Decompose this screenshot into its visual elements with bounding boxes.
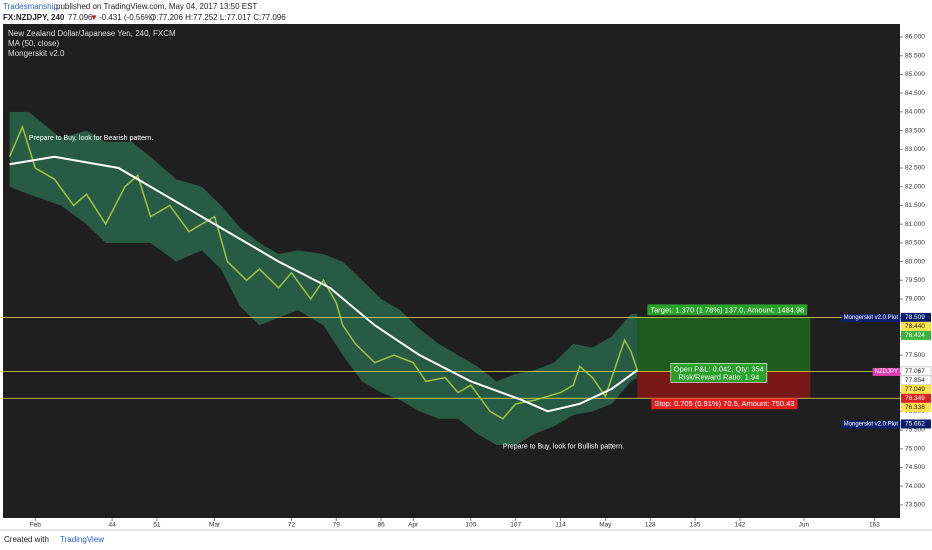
legend-entry: MA (50, close) bbox=[8, 39, 59, 48]
y-tick-label: 75.500 bbox=[905, 427, 925, 434]
y-tick-label: 81.500 bbox=[905, 202, 925, 209]
axis-label: 77.067 bbox=[905, 368, 925, 375]
tag-box bbox=[841, 313, 901, 322]
y-tick-label: 80.500 bbox=[905, 240, 925, 247]
legend-entry: Mongerskit v2.0 bbox=[8, 49, 65, 58]
axis-label-box bbox=[901, 312, 931, 322]
x-tick-label: 44 bbox=[108, 522, 116, 529]
axis-label-box bbox=[901, 384, 931, 394]
y-tick-label: 75.000 bbox=[905, 445, 925, 452]
axis-label-box bbox=[901, 321, 931, 331]
y-tick-label: 86.000 bbox=[905, 34, 925, 41]
y-tick-label: 82.000 bbox=[905, 183, 925, 190]
axis-label: 78.509 bbox=[905, 314, 925, 321]
y-tick-label: 83.500 bbox=[905, 127, 925, 134]
axis-label: 77.854 bbox=[905, 377, 925, 384]
stop-label-box bbox=[651, 398, 798, 410]
brand[interactable]: TradingView bbox=[60, 535, 104, 544]
x-tick-label: 86 bbox=[378, 522, 386, 529]
x-tick-label: 114 bbox=[555, 522, 566, 529]
target-label: Target: 1.370 (1.78%) 137.0, Amount: 148… bbox=[650, 305, 804, 314]
x-tick-label: Feb bbox=[30, 522, 42, 529]
y-tick-label: 83.000 bbox=[905, 146, 925, 153]
rr-label: Risk/Reward Ratio: 1.94 bbox=[678, 372, 759, 381]
axis-label-box bbox=[901, 393, 931, 403]
y-tick-label: 81.000 bbox=[905, 221, 925, 228]
tag-box bbox=[841, 420, 901, 429]
pnl-box bbox=[670, 363, 768, 383]
x-tick-label: 142 bbox=[734, 522, 745, 529]
change: -0.431 (-0.56%) bbox=[99, 13, 155, 22]
arrow: ▼ bbox=[90, 13, 98, 22]
x-tick-label: May bbox=[599, 522, 612, 529]
target-zone bbox=[637, 317, 811, 372]
x-tick-label: 135 bbox=[690, 522, 701, 529]
x-tick-label: Apr bbox=[408, 522, 419, 529]
axis-label: 78.440 bbox=[905, 323, 925, 330]
y-tick-label: 82.500 bbox=[905, 165, 925, 172]
pnl-label: Open P&L: 0.042, Qty: 354 bbox=[674, 364, 764, 373]
y-tick-label: 85.500 bbox=[905, 52, 925, 59]
ohlc: O:77.206 H:77.252 L:77.017 C:77.096 bbox=[150, 13, 286, 22]
y-tick-label: 74.500 bbox=[905, 464, 925, 471]
legend-entry: New Zealand Dollar/Japanese Yen, 240, FX… bbox=[8, 29, 176, 38]
axis-label: 76.338 bbox=[905, 404, 925, 411]
tag: NZDJPY bbox=[875, 369, 898, 375]
axis-label-box bbox=[901, 330, 931, 340]
last: 77.096 bbox=[68, 13, 93, 22]
y-tick-label: 74.000 bbox=[905, 483, 925, 490]
y-tick-label: 84.000 bbox=[905, 109, 925, 116]
annotation: Prepare to Buy, look for Bullish pattern… bbox=[503, 444, 624, 451]
tag-box bbox=[872, 367, 900, 376]
axis-label: 75.662 bbox=[905, 421, 925, 428]
author[interactable]: Tradesmanship bbox=[3, 2, 58, 11]
x-tick-label: 107 bbox=[510, 522, 521, 529]
y-tick-label: 73.500 bbox=[905, 502, 925, 509]
y-tick-label: 77.500 bbox=[905, 352, 925, 359]
y-tick-label: 79.000 bbox=[905, 296, 925, 303]
tag: Mongerskit v2.0:Plot bbox=[844, 422, 899, 428]
axis-label: 78.424 bbox=[905, 332, 925, 339]
x-tick-label: 79 bbox=[333, 522, 341, 529]
y-tick-label: 79.500 bbox=[905, 277, 925, 284]
x-tick-label: 128 bbox=[645, 522, 656, 529]
x-tick-label: 51 bbox=[153, 522, 161, 529]
stop-label: Stop: 0.705 (0.91%) 70.5, Amount: 750.43 bbox=[654, 399, 794, 408]
axis-label-box bbox=[901, 402, 931, 412]
x-tick-label: 72 bbox=[288, 522, 296, 529]
x-tick-label: 100 bbox=[465, 522, 476, 529]
x-tick-label: 163 bbox=[869, 522, 880, 529]
axis-label: 77.049 bbox=[905, 386, 925, 393]
y-tick-label: 84.500 bbox=[905, 90, 925, 97]
chart: New Zealand Dollar/Japanese Yen, 240, FX… bbox=[0, 29, 932, 529]
created-with: Created with bbox=[4, 535, 49, 544]
chart-panel bbox=[3, 24, 900, 518]
ma-line bbox=[9, 155, 638, 413]
y-tick-label: 80.000 bbox=[905, 258, 925, 265]
price-axis bbox=[900, 24, 932, 518]
axis-label: 76.349 bbox=[905, 395, 925, 402]
symbol: FX:NZDJPY, 240 bbox=[3, 13, 65, 22]
target-label-box bbox=[647, 304, 808, 316]
y-tick-label: 85.000 bbox=[905, 71, 925, 78]
tag: Mongerskit v2.0:Plot bbox=[844, 315, 899, 321]
published: published on TradingView.com, May 04, 20… bbox=[56, 2, 257, 11]
price-line bbox=[8, 124, 639, 420]
annotation: Prepare to Buy, look for Bearish pattern… bbox=[29, 135, 153, 142]
axis-label-box bbox=[901, 419, 931, 429]
x-tick-label: Mar bbox=[209, 522, 221, 529]
x-tick-label: Jun bbox=[799, 522, 810, 529]
